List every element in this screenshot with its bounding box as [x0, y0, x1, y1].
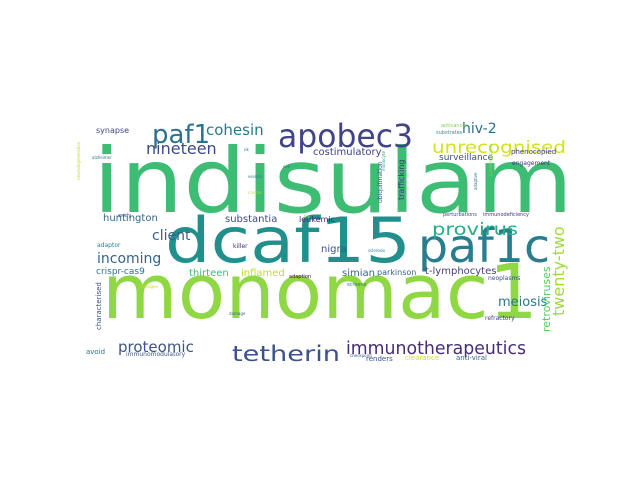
cloud-word-anti-viral: anti-viral [456, 354, 487, 362]
cloud-word-monocyte: monocyte [381, 151, 386, 171]
cloud-word-costimulatory: costimulatory [313, 147, 382, 158]
cloud-word-neurodegeneration: neurodegeneration [76, 141, 81, 180]
cloud-word-renders: renders [366, 355, 393, 363]
cloud-word-indisulam: indisulam [93, 129, 573, 233]
cloud-word-dcaf15: dcaf15 [165, 204, 411, 277]
cloud-word-leukemic: leukemic [299, 215, 335, 224]
cloud-word-immunomodulatory: immunomodulatory [126, 351, 186, 358]
cloud-word-paf1: paf1 [152, 120, 210, 150]
cloud-word-refractory: refractory [485, 315, 515, 322]
cloud-word-phenocopied: phenocopied [511, 148, 556, 156]
cloud-word-adaptive: adaptive [473, 172, 478, 190]
cloud-word-substrates: substrates [436, 130, 463, 136]
cloud-word-adaptor: adaptor [97, 242, 121, 249]
cloud-word-nineteen: nineteen [146, 139, 217, 158]
cloud-word-characterised: characterised [95, 282, 103, 330]
cloud-word-huntington: huntington [103, 213, 158, 224]
cloud-word-ubiquitination: ubiquitination [377, 161, 384, 203]
cloud-word-unrecognised: unrecognised [432, 138, 566, 158]
cloud-word-checkpoint: checkpoint [350, 353, 372, 358]
cloud-word-twenty-two: twenty-two [549, 226, 568, 316]
cloud-word-immunodeficiency: immunodeficiency [483, 212, 529, 218]
cloud-word-killer: killer [233, 243, 248, 250]
cloud-word-pathogen: pathogen [139, 284, 159, 289]
cloud-word-sclerosis: sclerosis [368, 248, 385, 253]
cloud-word-cohesin: cohesin [206, 121, 264, 139]
cloud-word-nk: nk [244, 147, 250, 152]
cloud-word-thirteen: thirteen [189, 268, 229, 279]
cloud-word-meiosis: meiosis [498, 295, 548, 310]
cloud-word-immunotherapeutics: immunotherapeutics [346, 338, 526, 359]
cloud-word-tetherin: tetherin [232, 342, 340, 366]
cloud-word-inflamed: inflamed [241, 268, 285, 279]
cloud-word-engagement: engagement [512, 160, 551, 167]
cloud-word-retroviruses: retroviruses [540, 266, 553, 332]
cloud-word-vesicle: vesicle [248, 174, 262, 179]
cloud-word-paf1c: paf1c [418, 219, 550, 273]
cloud-word-screens: screens [347, 282, 367, 288]
cloud-word-parkinson: parkinson [377, 268, 416, 277]
cloud-word-hiv-2: hiv-2 [462, 121, 497, 137]
cloud-word-neoplasms: neoplasms [488, 275, 520, 282]
cloud-word-apobec3: apobec3 [278, 117, 413, 155]
cloud-word-simian: simian [342, 268, 375, 279]
cloud-word-cardiomyopathy: cardiomyopathy [488, 143, 493, 176]
cloud-word-avoid: avoid [86, 348, 105, 356]
cloud-word-surveillance: surveillance [439, 153, 494, 163]
cloud-word-monomac1: monomac1 [102, 247, 538, 336]
cloud-word-nigra: nigra [321, 244, 347, 255]
cloud-word-alzheimer: alzheimer [92, 155, 112, 160]
cloud-word-incoming: incoming [97, 251, 161, 267]
cloud-word-adaption: adaption [289, 274, 311, 280]
cloud-word-substantia: substantia [225, 214, 277, 225]
cloud-word-client: client [152, 228, 191, 244]
cloud-word-trafficking: trafficking [397, 160, 406, 200]
cloud-word-cancer: cancer [248, 190, 262, 195]
cloud-word-perturbations: perturbations [443, 212, 477, 218]
cloud-word-cell: cell [283, 164, 290, 169]
cloud-word-crispr-cas9: crispr-cas9 [96, 267, 145, 277]
cloud-word-hiv: hiv [304, 214, 311, 219]
cloud-word-entry: entry [118, 213, 131, 219]
cloud-word-provirus: provirus [432, 220, 518, 240]
cloud-word-proteomic: proteomic [118, 338, 194, 356]
cloud-word-synapse: synapse [96, 126, 129, 135]
cloud-word-damage: damage [229, 311, 246, 316]
cloud-word-clearance: clearance [405, 354, 439, 362]
cloud-word-t-lymphocytes: t-lymphocytes [425, 266, 496, 277]
cloud-word-anticancer: anticancer [441, 123, 468, 129]
